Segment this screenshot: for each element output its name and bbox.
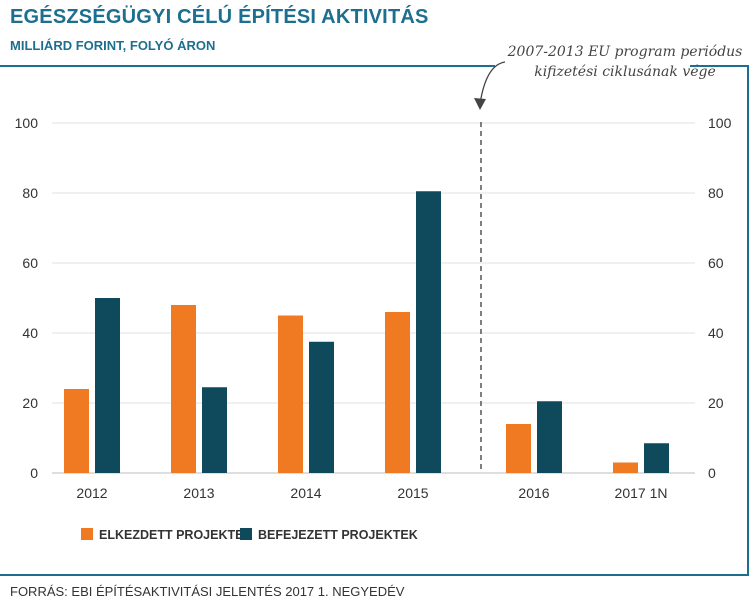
- y-tick-label-left: 0: [30, 465, 38, 481]
- x-axis: 2012 2013 2014 2015 2016 2017 1N: [76, 485, 667, 501]
- y-tick-label-left: 80: [22, 185, 38, 201]
- x-tick-label: 2017 1N: [615, 485, 668, 501]
- bars: [64, 191, 669, 473]
- y-tick-label-left: 40: [22, 325, 38, 341]
- bar-started-2017-1N: [613, 462, 638, 473]
- chart-title: EGÉSZSÉGÜGYI CÉLÚ ÉPÍTÉSI AKTIVITÁS: [10, 6, 429, 28]
- y-axis-right: 0 20 40 60 80 100: [708, 115, 732, 481]
- y-tick-label-left: 20: [22, 395, 38, 411]
- x-tick-label: 2016: [518, 485, 549, 501]
- y-tick-label-right: 100: [708, 115, 732, 131]
- y-tick-label-right: 0: [708, 465, 716, 481]
- y-tick-label-right: 40: [708, 325, 724, 341]
- bar-started-2016: [506, 424, 531, 473]
- bar-started-2012: [64, 389, 89, 473]
- bar-finished-2017-1N: [644, 443, 669, 473]
- legend-label-finished: BEFEJEZETT PROJEKTEK: [258, 528, 418, 542]
- gridlines: [52, 122, 695, 474]
- annotation-arrowhead: [474, 98, 486, 110]
- y-tick-label-left: 60: [22, 255, 38, 271]
- legend: ELKEZDETT PROJEKTEK BEFEJEZETT PROJEKTEK: [81, 528, 418, 542]
- legend-swatch-finished: [240, 528, 252, 540]
- annotation-line-2: kifizetési ciklusának vége: [534, 64, 716, 80]
- bar-finished-2013: [202, 387, 227, 473]
- annotation-line-1: 2007-2013 EU program periódus: [507, 44, 743, 60]
- bar-finished-2012: [95, 298, 120, 473]
- bar-finished-2016: [537, 401, 562, 473]
- y-tick-label-right: 80: [708, 185, 724, 201]
- y-tick-label-left: 100: [15, 115, 39, 131]
- legend-swatch-started: [81, 528, 93, 540]
- source-note: FORRÁS: EBI ÉPÍTÉSAKTIVITÁSI JELENTÉS 20…: [10, 584, 405, 599]
- bar-started-2014: [278, 315, 303, 473]
- x-tick-label: 2013: [183, 485, 214, 501]
- x-tick-label: 2012: [76, 485, 107, 501]
- y-axis-left: 0 20 40 60 80 100: [15, 115, 39, 481]
- divider-annotation: 2007-2013 EU program periódus kifizetési…: [505, 42, 745, 82]
- y-tick-label-right: 20: [708, 395, 724, 411]
- bar-started-2015: [385, 312, 410, 473]
- x-tick-label: 2015: [397, 485, 428, 501]
- bar-finished-2015: [416, 191, 441, 473]
- chart-subtitle: MILLIÁRD FORINT, FOLYÓ ÁRON: [10, 38, 216, 53]
- chart-frame-right: [0, 65, 749, 576]
- annotation-arrow: [479, 61, 506, 105]
- legend-label-started: ELKEZDETT PROJEKTEK: [99, 528, 253, 542]
- bar-started-2013: [171, 305, 196, 473]
- y-tick-label-right: 60: [708, 255, 724, 271]
- x-tick-label: 2014: [290, 485, 321, 501]
- bar-finished-2014: [309, 341, 334, 473]
- divider-group: [474, 61, 506, 473]
